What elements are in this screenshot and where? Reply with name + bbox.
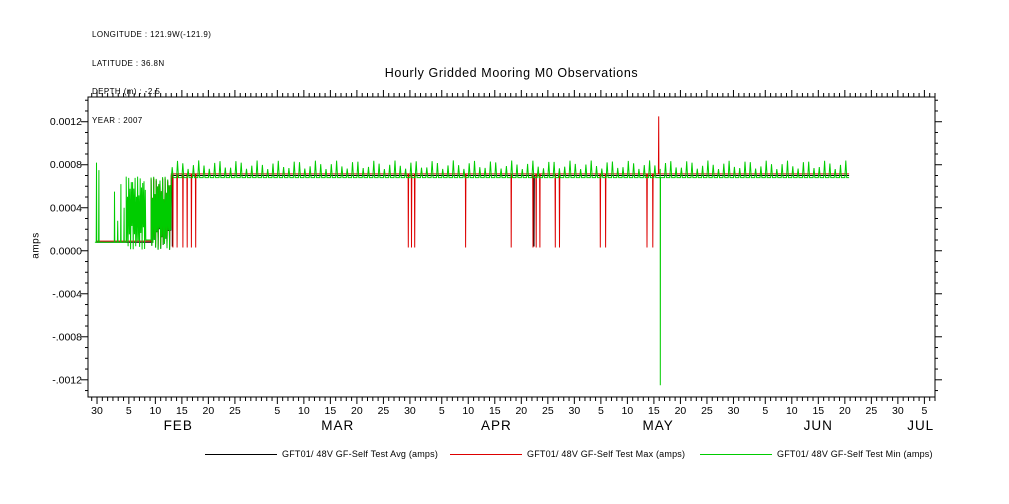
svg-text:15: 15 xyxy=(176,405,188,417)
svg-text:10: 10 xyxy=(298,405,310,417)
svg-text:0.0012: 0.0012 xyxy=(50,116,82,128)
svg-text:30: 30 xyxy=(728,405,740,417)
legend-label-max: GFT01/ 48V GF-Self Test Max (amps) xyxy=(527,449,686,459)
svg-text:20: 20 xyxy=(515,405,527,417)
svg-text:0.0000: 0.0000 xyxy=(50,245,82,257)
svg-text:20: 20 xyxy=(351,405,363,417)
svg-text:JUN: JUN xyxy=(804,418,833,433)
svg-text:30: 30 xyxy=(404,405,416,417)
legend-entry-min: GFT01/ 48V GF-Self Test Min (amps) xyxy=(700,449,933,459)
metadata-longitude: LONGITUDE : 121.9W(-121.9) xyxy=(92,30,212,39)
metadata-year: YEAR : 2007 xyxy=(92,115,143,125)
y-axis-labels: 0.0012 0.0008 0.0004 0.0000 -.0004 -.0008 -.00… xyxy=(50,116,82,386)
svg-text:15: 15 xyxy=(648,405,660,417)
metadata-latitude: LATITUDE : 36.8N xyxy=(92,58,165,68)
svg-text:5: 5 xyxy=(762,405,768,417)
legend-label-min: GFT01/ 48V GF-Self Test Min (amps) xyxy=(777,449,933,459)
svg-text:0.0004: 0.0004 xyxy=(50,202,82,214)
legend-entry-avg: GFT01/ 48V GF-Self Test Avg (amps) xyxy=(205,449,438,459)
svg-text:APR: APR xyxy=(481,418,512,433)
svg-text:0.0008: 0.0008 xyxy=(50,159,82,171)
svg-text:5: 5 xyxy=(274,405,280,417)
svg-text:25: 25 xyxy=(542,405,554,417)
svg-text:MAY: MAY xyxy=(642,418,673,433)
svg-text:20: 20 xyxy=(203,405,215,417)
svg-text:10: 10 xyxy=(786,405,798,417)
y-axis-ticks xyxy=(81,99,942,392)
svg-text:5: 5 xyxy=(598,405,604,417)
svg-text:-.0012: -.0012 xyxy=(52,374,82,386)
svg-text:5: 5 xyxy=(126,405,132,417)
legend-label-avg: GFT01/ 48V GF-Self Test Avg (amps) xyxy=(282,449,439,459)
svg-text:25: 25 xyxy=(701,405,713,417)
legend-swatch-0 xyxy=(205,453,277,455)
metadata-depth: DEPTH (m) : -2.5 xyxy=(92,87,161,96)
svg-text:20: 20 xyxy=(839,405,851,417)
svg-text:10: 10 xyxy=(622,405,634,417)
svg-text:-.0008: -.0008 xyxy=(52,331,82,343)
header-metadata: LONGITUDE : 121.9W(-121.9) LATITUDE : 36… xyxy=(92,11,211,144)
svg-text:30: 30 xyxy=(569,405,581,417)
svg-text:25: 25 xyxy=(229,405,241,417)
svg-text:5: 5 xyxy=(439,405,445,417)
y-axis-title: amps xyxy=(30,232,42,259)
x-axis-month-labels: FEB MAR APR MAY JUN JUL xyxy=(164,418,934,433)
svg-text:5: 5 xyxy=(921,405,927,417)
svg-text:FEB: FEB xyxy=(164,418,193,433)
legend-entry-max: GFT01/ 48V GF-Self Test Max (amps) xyxy=(450,449,685,459)
svg-text:15: 15 xyxy=(812,405,824,417)
x-axis-day-labels: 30 5 10 15 20 25 5 10 15 20 25 30 5 10 15 20 25 30 5 10 15 20… xyxy=(91,405,927,417)
svg-text:20: 20 xyxy=(675,405,687,417)
svg-text:30: 30 xyxy=(892,405,904,417)
legend-swatch-2 xyxy=(700,453,772,455)
svg-text:30: 30 xyxy=(91,405,103,417)
series-line-0 xyxy=(96,175,850,250)
svg-text:25: 25 xyxy=(378,405,390,417)
svg-text:25: 25 xyxy=(866,405,878,417)
svg-text:15: 15 xyxy=(489,405,501,417)
series-line-2 xyxy=(94,160,850,386)
chart-title: Hourly Gridded Mooring M0 Observations xyxy=(384,66,639,80)
svg-text:-.0004: -.0004 xyxy=(52,288,82,300)
svg-text:10: 10 xyxy=(150,405,162,417)
svg-text:JUL: JUL xyxy=(907,418,934,433)
x-axis-ticks xyxy=(91,90,936,404)
plot-frame xyxy=(87,96,936,398)
svg-text:10: 10 xyxy=(462,405,474,417)
svg-text:15: 15 xyxy=(325,405,337,417)
svg-text:MAR: MAR xyxy=(321,418,354,433)
legend-swatch-1 xyxy=(450,453,522,455)
